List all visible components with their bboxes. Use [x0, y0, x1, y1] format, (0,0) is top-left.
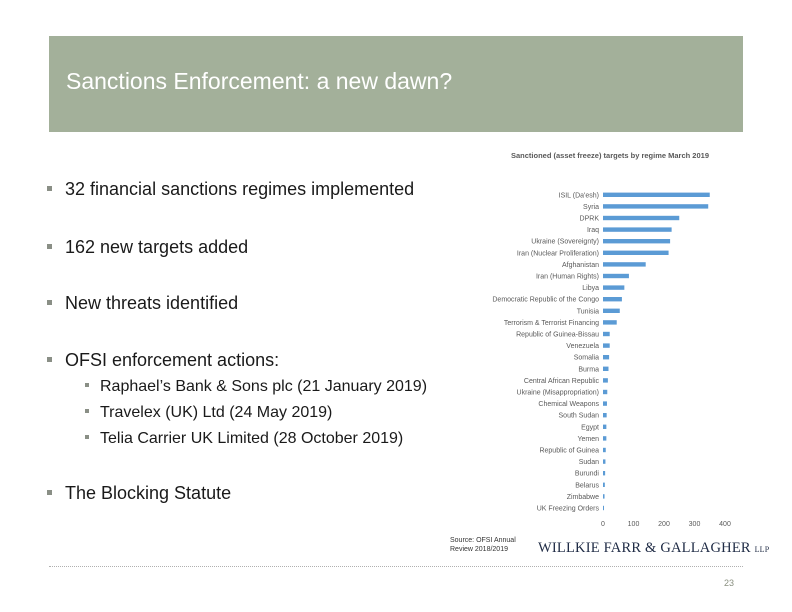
source-line: Review 2018/2019: [450, 546, 508, 553]
bar: [603, 239, 671, 244]
bar: [603, 389, 608, 395]
bullet-item: The Blocking Statute: [47, 483, 231, 503]
source-line: Source: OFSI Annual: [450, 537, 516, 544]
category-label: Iran (Nuclear Proliferation): [517, 250, 599, 257]
category-label: Zimbabwe: [567, 494, 599, 501]
square-bullet-icon: [47, 185, 52, 191]
square-bullet-icon: [85, 434, 89, 439]
square-bullet-icon: [47, 299, 52, 305]
bar: [603, 355, 610, 360]
bar: [603, 204, 709, 209]
bar: [603, 471, 606, 476]
page-number: 23: [724, 578, 735, 588]
sub-bullet-text: Travelex (UK) Ltd (24 May 2019): [100, 404, 333, 421]
bar: [603, 320, 617, 325]
category-label: Ukraine (Sovereignty): [531, 239, 599, 246]
category-label: Ukraine (Misappropriation): [517, 390, 599, 397]
bar: [603, 401, 607, 406]
category-label: Terrorism & Terrorist Financing: [504, 320, 599, 327]
bullet-text: OFSI enforcement actions:: [65, 350, 280, 370]
logo-suffix: LLP: [754, 545, 770, 554]
category-label: Libya: [582, 285, 599, 292]
category-label: Central African Republic: [524, 378, 600, 385]
bar: [603, 366, 609, 371]
category-label: Burma: [578, 366, 599, 373]
bar: [603, 343, 610, 348]
bullet-item: OFSI enforcement actions:: [47, 350, 279, 370]
bullet-text: 162 new targets added: [65, 237, 249, 257]
x-tick-label: 300: [689, 521, 701, 528]
bar: [603, 215, 680, 221]
bar: [603, 413, 607, 418]
x-tick-label: 200: [658, 521, 670, 528]
category-label: Iran (Human Rights): [536, 274, 599, 281]
firm-logo: WILLKIE FARR & GALLAGHER LLP: [538, 540, 769, 557]
category-label: ISIL (Da'esh): [559, 192, 599, 199]
bar: [603, 227, 672, 232]
category-label: Republic of Guinea-Bissau: [516, 332, 599, 339]
sub-bullet-item: Travelex (UK) Ltd (24 May 2019): [85, 404, 332, 422]
category-label: South Sudan: [559, 413, 600, 420]
bar: [603, 297, 622, 302]
x-tick-label: 400: [719, 521, 731, 528]
square-bullet-icon: [47, 243, 52, 249]
title-band: Sanctions Enforcement: a new dawn?: [49, 36, 743, 132]
bar: [603, 273, 629, 279]
bar-chart-svg: ISIL (Da'esh) Syria DPRK Iraq Ukraine (Sover…: [492, 192, 731, 528]
bar: [603, 285, 625, 290]
x-tick-label: 0: [601, 521, 605, 528]
bar: [603, 262, 646, 267]
bullet-item: 162 new targets added: [47, 237, 248, 257]
sub-bullet-item: Telia Carrier UK Limited (28 October 201…: [85, 430, 403, 448]
category-label: Burundi: [575, 471, 600, 478]
bar: [603, 308, 620, 313]
bar: [603, 494, 605, 499]
category-label: Belarus: [575, 482, 599, 489]
category-label: Afghanistan: [562, 262, 599, 269]
bar: [603, 424, 607, 429]
square-bullet-icon: [85, 382, 89, 387]
bar: [603, 482, 605, 487]
category-label: Republic of Guinea: [539, 448, 599, 455]
sub-bullet-item: Raphael’s Bank & Sons plc (21 January 20…: [85, 378, 427, 396]
category-label: Democratic Republic of the Congo: [492, 297, 599, 304]
sanctions-chart: Sanctioned (asset freeze) targets by reg…: [480, 148, 740, 533]
category-label: Egypt: [581, 424, 599, 431]
bullet-list: 32 financial sanctions regimes implement…: [47, 0, 487, 612]
bullet-item: 32 financial sanctions regimes implement…: [47, 179, 414, 199]
slide-title: Sanctions Enforcement: a new dawn?: [66, 68, 453, 94]
category-label: Somalia: [574, 355, 599, 362]
square-bullet-icon: [85, 408, 89, 413]
category-label: Syria: [583, 204, 599, 211]
bar: [603, 505, 604, 511]
bullet-text: New threats identified: [65, 293, 239, 313]
square-bullet-icon: [47, 356, 52, 362]
category-label: Yemen: [577, 436, 599, 443]
category-label: Tunisia: [577, 308, 599, 315]
bullet-text: The Blocking Statute: [65, 483, 232, 503]
bar: [603, 459, 606, 464]
bar: [603, 250, 669, 255]
bullet-item: New threats identified: [47, 293, 238, 313]
bar: [603, 447, 606, 453]
category-label: Venezuela: [566, 343, 599, 350]
bar: [603, 192, 710, 197]
chart-title: Sanctioned (asset freeze) targets by reg…: [511, 151, 709, 160]
source-note: Source: OFSI Annual Review 2018/2019: [450, 536, 516, 554]
category-label: Chemical Weapons: [538, 401, 599, 408]
category-label: Sudan: [579, 459, 599, 466]
logo-text: WILLKIE FARR & GALLAGHER: [538, 540, 751, 556]
bar: [603, 436, 607, 441]
sub-bullet-text: Raphael’s Bank & Sons plc (21 January 20…: [100, 378, 428, 395]
x-tick-label: 100: [628, 521, 640, 528]
footer-divider: [49, 566, 743, 567]
category-label: UK Freezing Orders: [537, 506, 600, 513]
bar: [603, 378, 608, 383]
square-bullet-icon: [47, 489, 52, 495]
sub-bullet-text: Telia Carrier UK Limited (28 October 201…: [100, 430, 404, 447]
bar: [603, 331, 610, 337]
bullet-text: 32 financial sanctions regimes implement…: [65, 179, 415, 199]
category-label: DPRK: [580, 216, 600, 223]
category-label: Iraq: [587, 227, 599, 234]
